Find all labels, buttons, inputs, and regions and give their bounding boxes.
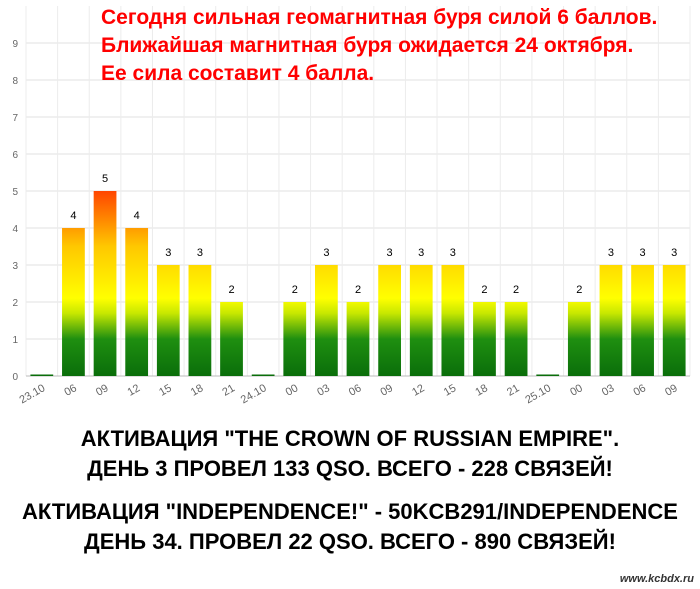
x-tick-label: 09 <box>379 382 396 399</box>
y-tick-label: 2 <box>12 298 18 309</box>
bar-data-label: 3 <box>640 247 646 259</box>
bar <box>125 228 149 376</box>
x-tick-label: 21 <box>220 382 237 399</box>
bar <box>473 302 496 376</box>
bar-data-label: 5 <box>102 173 108 185</box>
bar-data-label: 3 <box>197 247 203 259</box>
x-tick-label: 03 <box>600 382 617 399</box>
y-tick-label: 8 <box>12 76 18 87</box>
watermark: www.kcbdx.ru <box>619 573 694 585</box>
bar-data-label: 2 <box>355 284 361 296</box>
y-tick-label: 5 <box>12 187 18 198</box>
x-tick-label: 12 <box>410 382 427 399</box>
bar <box>62 228 85 376</box>
footer-1-line-2: ДЕНЬ 3 ПРОВЕЛ 133 QSO. ВСЕГО - 228 СВЯЗЕ… <box>87 456 613 481</box>
headline-line-3: Ее сила составит 4 балла. <box>101 62 375 85</box>
x-tick-label: 21 <box>505 382 522 399</box>
data-labels: 4 5 4 3 3 2 2 3 2 3 3 3 2 2 2 3 3 3 <box>70 173 677 296</box>
bar <box>536 374 560 376</box>
y-tick-label: 4 <box>12 224 18 235</box>
bar-data-label: 4 <box>70 210 76 222</box>
footer-block-1: АКТИВАЦИЯ "THE CROWN OF RUSSIAN EMPIRE".… <box>0 424 700 484</box>
x-tick-label: 23.10 <box>17 382 47 406</box>
bar-data-label: 3 <box>418 247 424 259</box>
x-tick-label: 09 <box>663 382 680 399</box>
bar-data-label: 3 <box>671 247 677 259</box>
bar <box>314 265 338 376</box>
bar <box>599 265 623 376</box>
bar <box>567 302 591 376</box>
x-tick-label: 03 <box>315 382 332 399</box>
bar-data-label: 2 <box>513 284 519 296</box>
bar <box>188 265 212 376</box>
bar <box>251 374 275 376</box>
bar-data-label: 3 <box>165 247 171 259</box>
bar <box>30 374 54 376</box>
x-tick-label: 06 <box>347 382 364 399</box>
x-tick-label: 25.10 <box>523 382 553 406</box>
bar <box>378 265 402 376</box>
bar-data-label: 4 <box>134 210 140 222</box>
x-tick-label: 00 <box>284 382 301 399</box>
headline-line-2: Ближайшая магнитная буря ожидается 24 ок… <box>101 34 634 57</box>
grid <box>25 6 691 377</box>
bar-data-label: 2 <box>292 284 298 296</box>
x-tick-label: 15 <box>442 382 459 399</box>
bar <box>156 265 180 376</box>
y-tick-label: 1 <box>12 335 18 346</box>
footer-2-line-1: АКТИВАЦИЯ "INDEPENDENCE!" - 50KCB291/IND… <box>22 499 678 524</box>
x-tick-label: 09 <box>94 382 111 399</box>
headline: Сегодня сильная геомагнитная буря силой … <box>101 4 657 88</box>
bar <box>93 191 117 376</box>
bar <box>346 302 370 376</box>
x-tick-label: 06 <box>631 382 648 399</box>
x-tick-label: 18 <box>189 382 206 399</box>
bar-data-label: 3 <box>387 247 393 259</box>
footer-2-line-2: ДЕНЬ 34. ПРОВЕЛ 22 QSO. ВСЕГО - 890 СВЯЗ… <box>84 529 616 554</box>
bar-data-label: 2 <box>576 284 582 296</box>
bar <box>441 265 465 376</box>
x-tick-label: 00 <box>568 382 585 399</box>
bar-data-label: 3 <box>323 247 329 259</box>
bar-data-label: 2 <box>481 284 487 296</box>
bar-data-label: 3 <box>450 247 456 259</box>
x-axis-ticks: 23.10 06 09 12 15 18 21 24.10 00 03 06 09 12 15 18 21 25… <box>17 382 679 406</box>
x-tick-label: 15 <box>157 382 174 399</box>
footer-block-2: АКТИВАЦИЯ "INDEPENDENCE!" - 50KCB291/IND… <box>0 497 700 557</box>
y-tick-label: 3 <box>12 261 18 272</box>
bar <box>220 302 243 376</box>
y-axis-ticks: 0 1 2 3 4 5 6 7 8 9 <box>12 39 18 383</box>
bar <box>283 302 307 376</box>
bar <box>409 265 433 376</box>
x-tick-label: 06 <box>62 382 79 399</box>
x-tick-label: 24.10 <box>239 382 269 406</box>
bar <box>504 302 528 376</box>
y-tick-label: 9 <box>12 39 18 50</box>
bar <box>662 265 686 376</box>
bars <box>30 191 686 376</box>
bar-data-label: 2 <box>228 284 234 296</box>
x-tick-label: 18 <box>473 382 490 399</box>
footer-1-line-1: АКТИВАЦИЯ "THE CROWN OF RUSSIAN EMPIRE". <box>80 426 620 451</box>
y-tick-label: 7 <box>12 113 18 124</box>
y-tick-label: 0 <box>12 372 18 383</box>
x-tick-label: 12 <box>126 382 143 399</box>
bar <box>631 265 654 376</box>
y-tick-label: 6 <box>12 150 18 161</box>
headline-line-1: Сегодня сильная геомагнитная буря силой … <box>101 6 658 29</box>
bar-data-label: 3 <box>608 247 614 259</box>
